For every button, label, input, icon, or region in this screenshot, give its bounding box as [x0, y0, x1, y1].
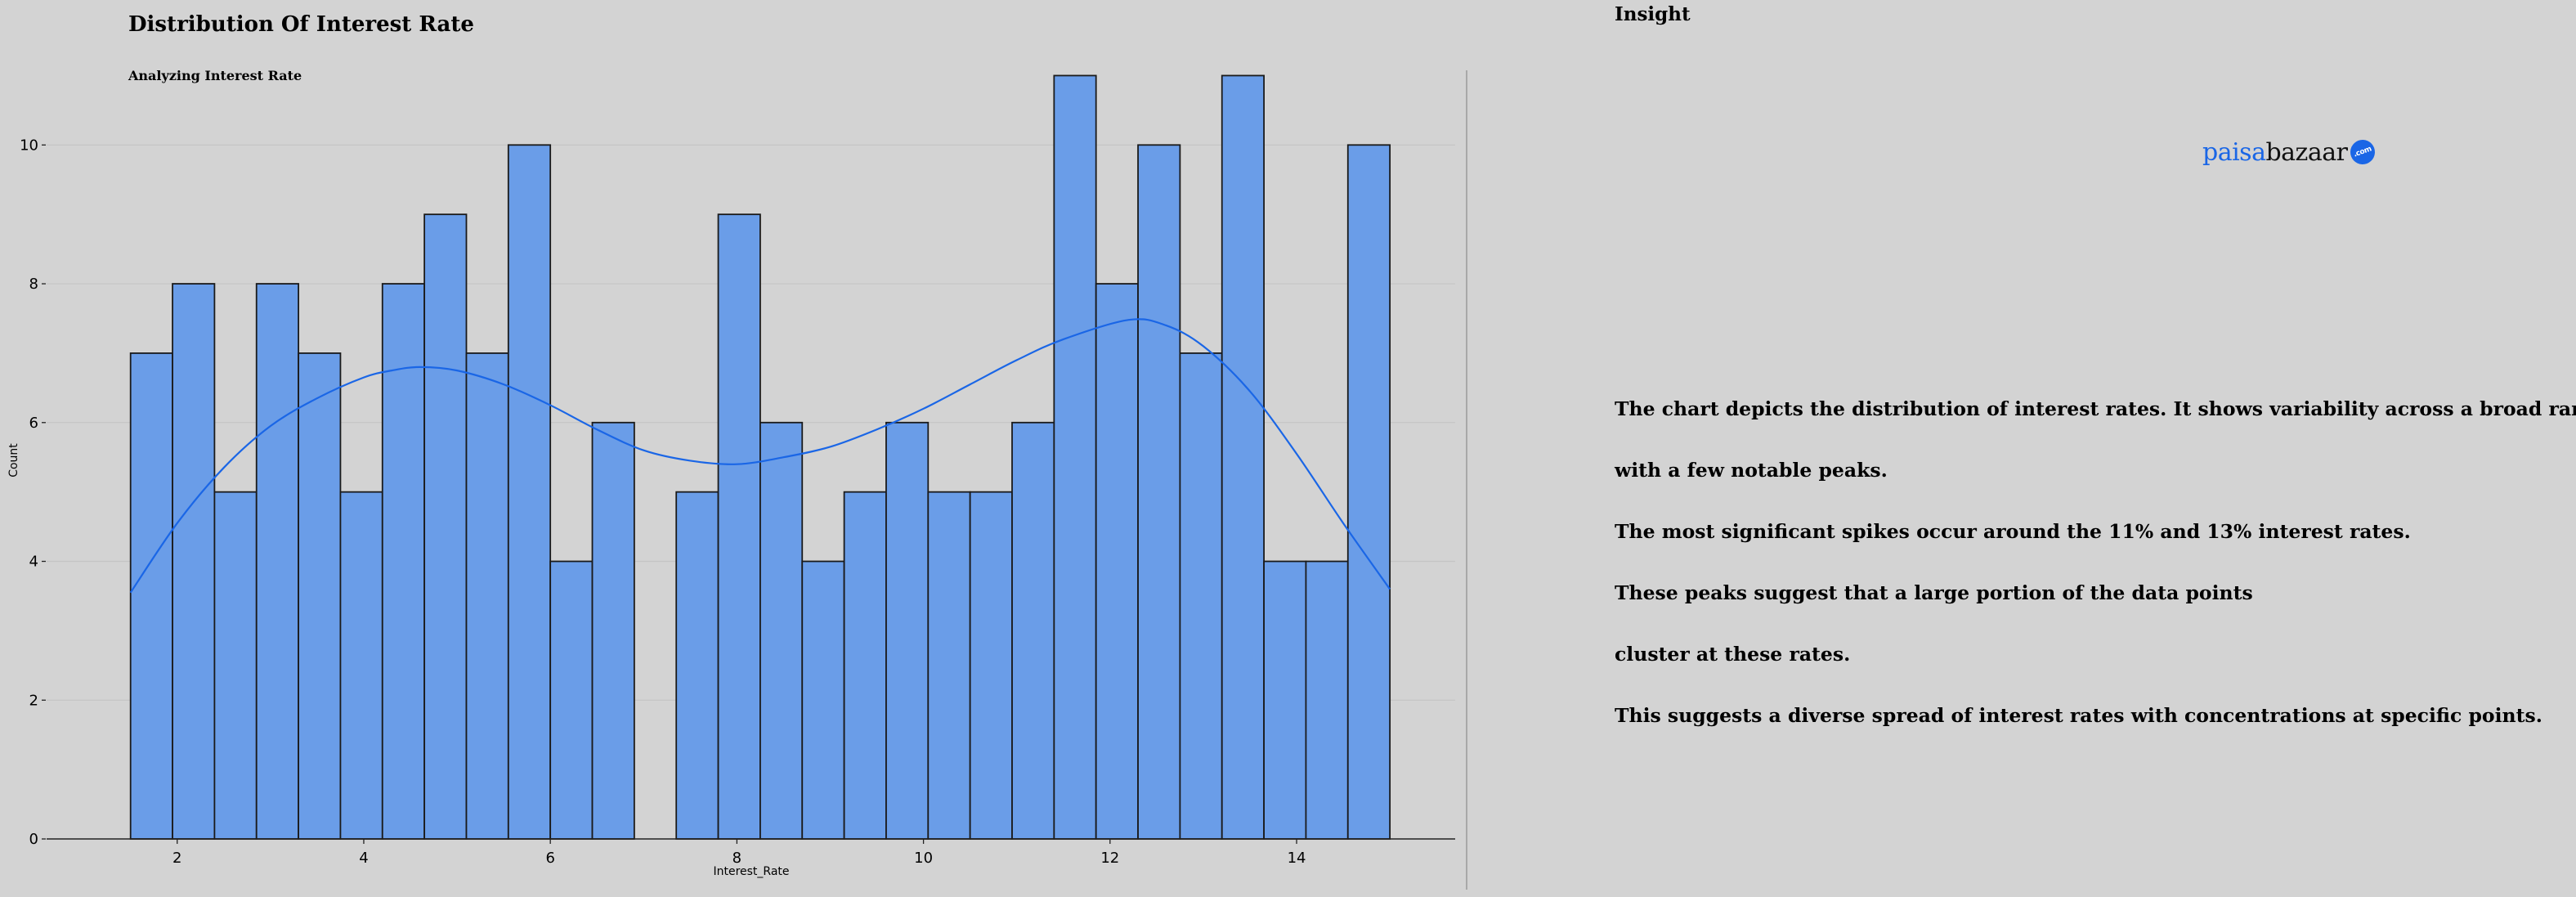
x-tick-label: 8: [732, 850, 741, 867]
histogram-bar: [591, 421, 635, 840]
histogram-bar: [465, 352, 509, 840]
histogram-bar: [298, 352, 342, 840]
histogram-bar: [423, 213, 468, 840]
histogram-bar: [1095, 283, 1139, 840]
histogram-bars: [129, 74, 1391, 840]
kde-curve: [129, 318, 1391, 594]
histogram-bar: [1179, 352, 1223, 840]
chart-subtitle: Analyzing Interest Rate: [128, 68, 302, 83]
logo-badge-icon: .com: [2347, 136, 2379, 168]
insight-heading: Insight: [1615, 3, 1691, 25]
x-ticks: 2 4 6 8 10 12 14: [172, 839, 1306, 867]
insight-line: The chart depicts the distribution of in…: [1615, 397, 2576, 420]
x-tick-label: 4: [359, 850, 368, 867]
histogram-bar: [507, 144, 552, 840]
insight-line: These peaks suggest that a large portion…: [1615, 581, 2253, 604]
histogram-bar: [1053, 74, 1097, 840]
histogram-bar: [759, 421, 804, 840]
insight-line: with a few notable peaks.: [1615, 459, 1888, 482]
x-tick-label: 10: [914, 850, 933, 867]
histogram-bar: [801, 560, 845, 840]
logo-text-bazaar: bazaar: [2265, 137, 2348, 167]
paisabazaar-logo: paisa bazaar .com: [2202, 134, 2379, 170]
histogram-bar: [339, 491, 383, 840]
histogram-bar: [549, 560, 594, 840]
y-tick-label: 0: [29, 831, 38, 848]
y-axis-label: Count: [7, 443, 20, 478]
histogram-bar: [172, 283, 216, 840]
y-ticks: 0 2 4 6 8 10: [20, 137, 46, 848]
histogram-bar: [1221, 74, 1265, 840]
histogram-bar: [381, 283, 426, 840]
histogram-bar: [129, 352, 173, 840]
x-tick-label: 2: [172, 850, 181, 867]
y-tick-label: 8: [29, 276, 38, 293]
histogram-bar: [717, 213, 761, 840]
histogram-bar: [969, 491, 1013, 840]
y-tick-label: 2: [29, 692, 38, 709]
x-axis-label: Interest_Rate: [713, 865, 789, 878]
y-tick-label: 10: [20, 137, 38, 154]
histogram-bar: [675, 491, 719, 840]
insight-line: cluster at these rates.: [1615, 643, 1851, 666]
histogram-bar: [927, 491, 971, 840]
histogram-bar: [213, 491, 258, 840]
insight-line: This suggests a diverse spread of intere…: [1615, 704, 2542, 727]
x-tick-label: 6: [545, 850, 554, 867]
histogram-bar: [1263, 560, 1307, 840]
y-tick-label: 4: [29, 554, 38, 571]
histogram-bar: [885, 421, 930, 840]
logo-text-paisa: paisa: [2202, 137, 2266, 167]
histogram-bar: [1137, 144, 1181, 840]
histogram-bar: [1346, 144, 1391, 840]
histogram-bar: [1305, 560, 1349, 840]
histogram-bar: [843, 491, 887, 840]
x-tick-label: 12: [1100, 850, 1119, 867]
y-tick-label: 6: [29, 415, 38, 432]
insight-text: The chart depicts the distribution of in…: [1615, 358, 2576, 747]
chart-title: Distribution Of Interest Rate: [128, 12, 474, 37]
x-tick-label: 14: [1288, 850, 1306, 867]
insight-line: The most significant spikes occur around…: [1615, 520, 2411, 543]
histogram-bar: [1011, 421, 1055, 840]
histogram-bar: [255, 283, 299, 840]
